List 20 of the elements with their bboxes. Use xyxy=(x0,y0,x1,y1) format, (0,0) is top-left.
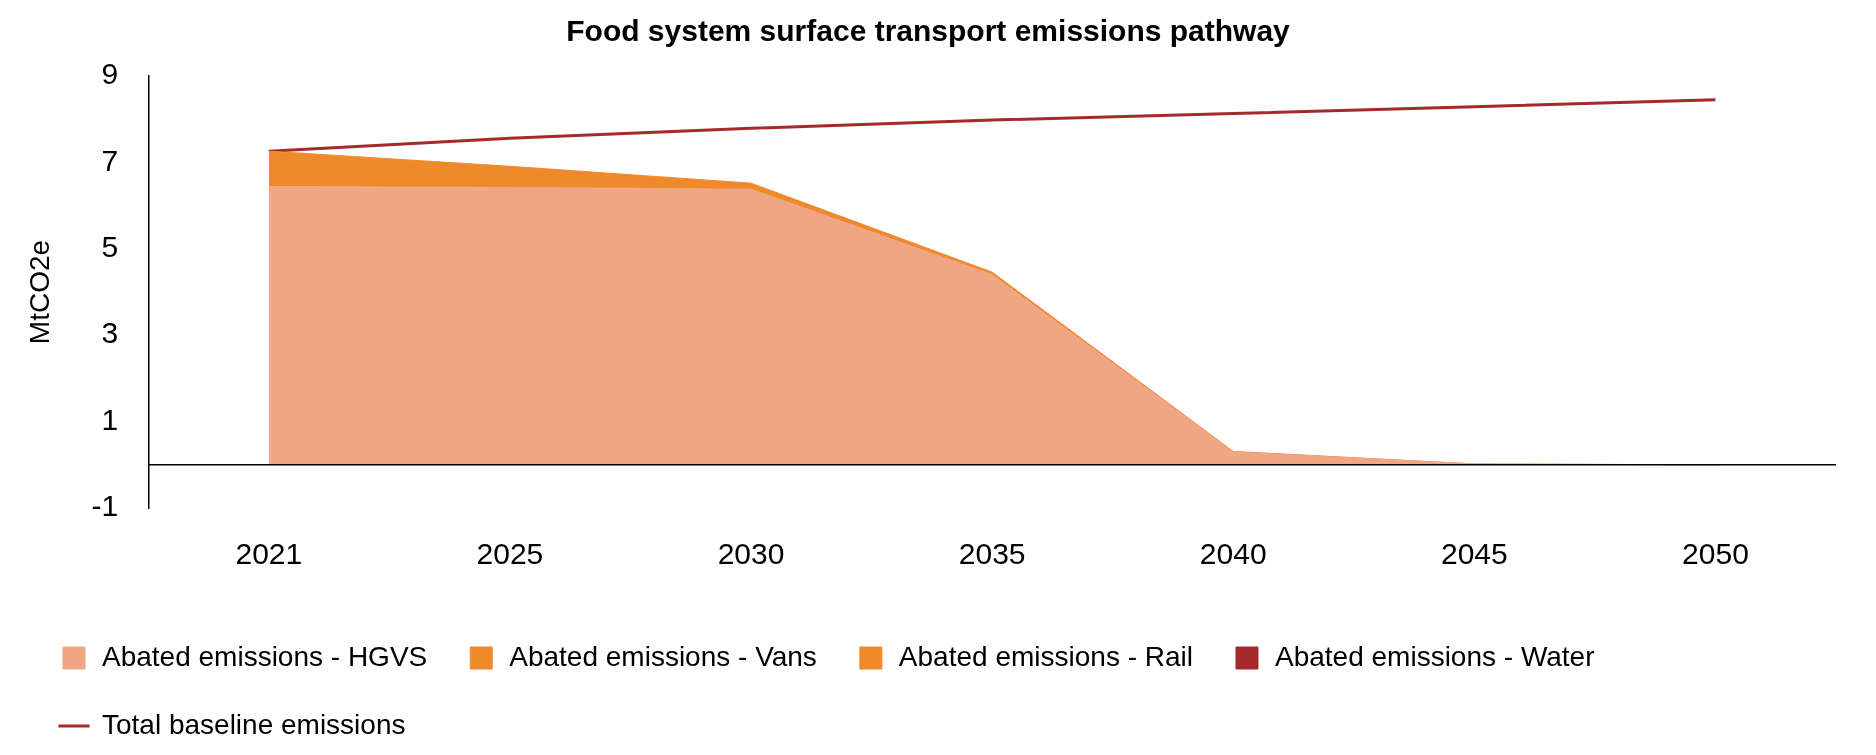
y-tick-label: 9 xyxy=(101,57,119,91)
x-tick-label: 2030 xyxy=(717,537,785,571)
x-tick-label: 2021 xyxy=(235,537,303,571)
legend-label: Total baseline emissions xyxy=(102,708,406,740)
x-tick-label: 2045 xyxy=(1440,537,1508,571)
x-tick-label: 2050 xyxy=(1682,537,1749,571)
y-tick-label: -1 xyxy=(91,489,119,523)
legend-label: Abated emissions - Water xyxy=(1274,640,1595,672)
y-tick-label: 3 xyxy=(101,316,119,350)
x-tick-label: 2025 xyxy=(476,537,544,571)
legend-label: Abated emissions - Rail xyxy=(898,640,1193,672)
chart-title: Food system surface transport emissions pathway xyxy=(566,14,1291,48)
x-tick-label: 2035 xyxy=(958,537,1026,571)
y-tick-label: 1 xyxy=(101,402,119,436)
y-tick-label: 7 xyxy=(101,143,119,177)
y-tick-label: 5 xyxy=(101,230,119,264)
legend-label: Abated emissions - HGVS xyxy=(102,640,428,672)
x-tick-label: 2040 xyxy=(1199,537,1267,571)
legend-label: Abated emissions - Vans xyxy=(509,640,817,672)
y-axis-title: MtCO2e xyxy=(23,239,55,345)
